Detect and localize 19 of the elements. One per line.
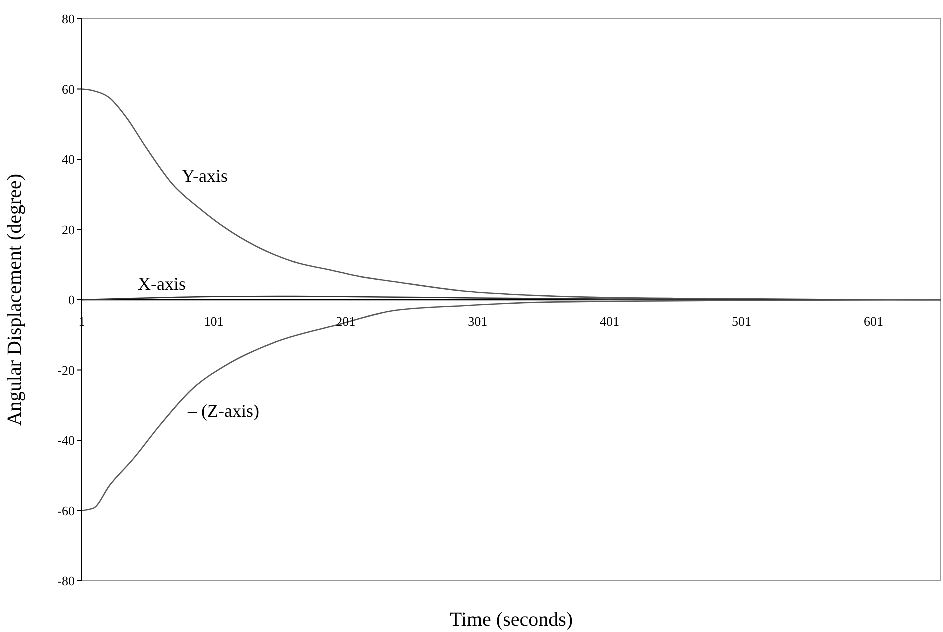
y-tick-label: -80 bbox=[58, 574, 75, 589]
y-tick-label: 80 bbox=[62, 12, 75, 27]
y-tick-label: 20 bbox=[62, 222, 75, 238]
x-tick-label: 101 bbox=[204, 314, 224, 329]
x-tick-label: 301 bbox=[468, 314, 488, 329]
series-label: – (Z-axis) bbox=[187, 401, 260, 421]
y-axis-title: Angular Displacement (degree) bbox=[4, 174, 26, 426]
y-tick-label: 0 bbox=[68, 292, 75, 308]
y-tick-label: -40 bbox=[58, 433, 75, 448]
y-tick-label: -60 bbox=[58, 503, 75, 518]
series-label: Y-axis bbox=[182, 166, 228, 186]
series-label: X-axis bbox=[138, 274, 186, 294]
x-axis-title: Time (seconds) bbox=[450, 609, 574, 631]
x-tick-label: 401 bbox=[600, 314, 620, 329]
y-tick-label: -20 bbox=[58, 362, 75, 378]
x-tick-label: 501 bbox=[732, 314, 752, 329]
y-tick-label: 60 bbox=[62, 82, 75, 97]
x-tick-label: 601 bbox=[864, 314, 884, 329]
y-tick-label: 40 bbox=[62, 152, 75, 168]
